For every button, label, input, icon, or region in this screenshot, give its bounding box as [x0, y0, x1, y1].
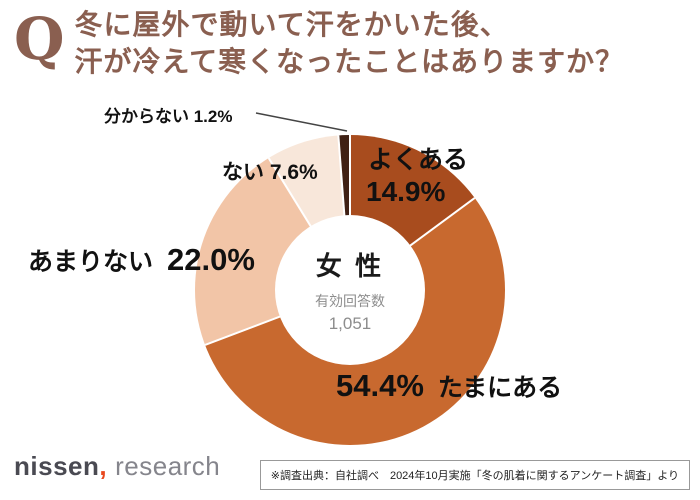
label-sometimes: 54.4% たまにある [336, 368, 562, 404]
page-title: Q 冬に屋外で動いて汗をかいた後、 汗が冷えて寒くなったことはありますか？ [14, 6, 624, 80]
label-not-much-text: あまりない [28, 248, 154, 276]
label-not-much-pct: 22.0% [167, 242, 255, 277]
logo-research-text: research [115, 451, 221, 481]
center-respondents-label: 有効回答数 [315, 293, 385, 309]
donut-center: 女 性 有効回答数 1,051 [275, 215, 425, 365]
segment-divider [349, 135, 351, 290]
nissen-research-logo: nissen, research [14, 451, 220, 482]
label-never: ない 7.6% [222, 161, 318, 184]
center-respondents-count: 1,051 [328, 314, 372, 333]
center-group-label: 女 性 [315, 251, 385, 281]
logo-nissen-text: nissen [14, 451, 100, 481]
label-often: よくある [368, 146, 469, 174]
label-not-much: あまりない 22.0% [28, 242, 255, 278]
q-mark: Q [14, 5, 65, 73]
label-sometimes-text: たまにある [437, 374, 563, 402]
logo-comma-mark: , [99, 451, 108, 481]
label-often-pct: 14.9% [366, 176, 446, 207]
question-line-2: 汗が冷えて寒くなったことはありますか？ [74, 46, 625, 77]
question-text: 冬に屋外で動いて汗をかいた後、 汗が冷えて寒くなったことはありますか？ [75, 6, 625, 80]
source-note: ※調査出典：自社調べ 2024年10月実施「冬の肌着に関するアンケート調査」より [259, 460, 690, 490]
donut-chart: 女 性 有効回答数 1,051 [195, 135, 505, 445]
question-line-1: 冬に屋外で動いて汗をかいた後、 [74, 9, 509, 40]
label-dont-know: 分からない 1.2% [104, 107, 233, 126]
label-sometimes-pct: 54.4% [336, 368, 424, 403]
